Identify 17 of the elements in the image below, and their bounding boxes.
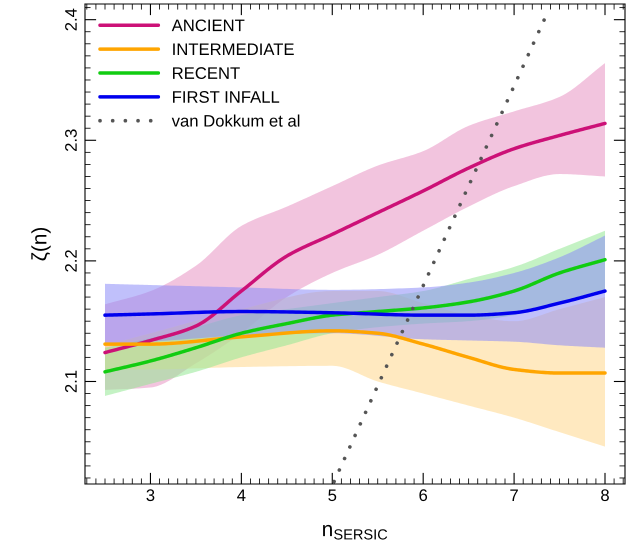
x-tick-label: 5 <box>328 489 336 502</box>
x-tick-label: 6 <box>419 489 428 502</box>
legend-label: RECENT <box>173 67 240 79</box>
x-tick-label: 4 <box>237 489 246 501</box>
legend-label: van Dokkum et al <box>172 114 300 127</box>
y-tick-label: 2.1 <box>65 370 77 392</box>
x-tick-label: 3 <box>146 489 154 502</box>
legend-label: ANCIENT <box>172 19 244 32</box>
y-tick-label: 2.2 <box>65 250 77 272</box>
x-tick-label: 7 <box>510 489 518 501</box>
y-tick-label: 2.4 <box>65 8 77 30</box>
y-axis-title: ζ(n) <box>31 228 51 260</box>
x-tick-label: 8 <box>601 489 609 502</box>
legend-label: INTERMEDIATE <box>173 43 294 55</box>
x-axis-title: n$_{SERSIC}$ <box>323 524 388 540</box>
y-tick-label: 2.3 <box>65 129 77 152</box>
legend-label: FIRST INFALL <box>173 91 280 103</box>
